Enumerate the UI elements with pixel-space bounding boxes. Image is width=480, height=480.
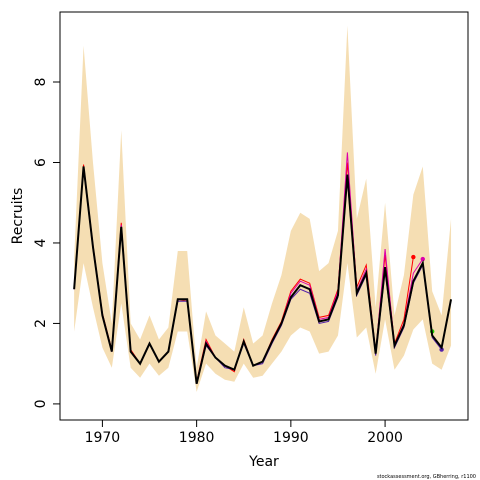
x-axis-label: Year [248, 454, 279, 470]
x-tick-label: 1980 [179, 430, 215, 446]
plot-frame [59, 11, 469, 421]
end-point [439, 347, 444, 352]
x-tick-label: 1990 [273, 430, 309, 446]
y-tick-label: 2 [33, 319, 49, 328]
y-tick-label: 6 [33, 158, 49, 167]
y-tick-label: 0 [33, 399, 49, 408]
footnote: stockassessment.org, GBherring, r1100 [377, 474, 476, 480]
y-axis-label: Recruits [10, 188, 26, 245]
end-point [411, 254, 416, 260]
end-point [420, 256, 425, 262]
x-tick-label: 2000 [367, 430, 403, 446]
series-line [73, 166, 453, 385]
y-tick-label: 4 [33, 238, 49, 247]
confidence-band [74, 25, 452, 392]
y-tick-label: 8 [33, 78, 49, 87]
x-tick-label: 1970 [85, 430, 121, 446]
